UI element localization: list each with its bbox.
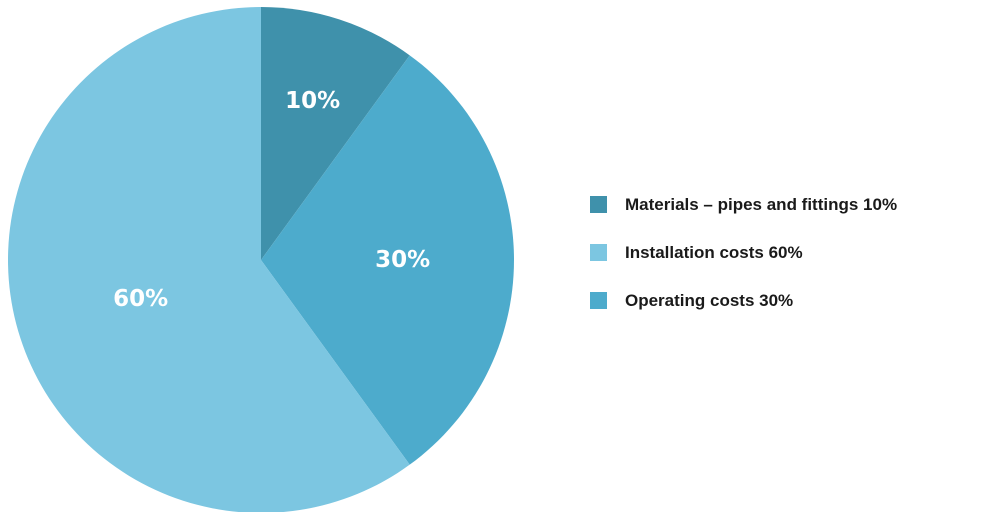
slice-value-label: 30% <box>375 247 430 273</box>
pie-slice <box>7 7 410 512</box>
legend-item: Installation costs 60% <box>590 241 897 264</box>
pie-slice <box>261 7 410 260</box>
legend-item: Materials – pipes and fittings 10% <box>590 193 897 216</box>
legend-label: Installation costs 60% <box>625 242 803 262</box>
legend-swatch <box>590 292 607 309</box>
pie-slice <box>261 55 514 465</box>
legend-label: Operating costs 30% <box>625 290 794 310</box>
legend-item: Operating costs 30% <box>590 289 897 312</box>
pie-chart: 10% 30% 60% <box>7 7 514 512</box>
legend-swatch <box>590 196 607 213</box>
legend-label: Materials – pipes and fittings 10% <box>625 194 898 214</box>
slice-value-label: 60% <box>113 286 168 312</box>
legend: Materials – pipes and fittings 10% Instal… <box>590 193 897 337</box>
legend-swatch <box>590 244 607 261</box>
slice-value-label: 10% <box>285 88 340 114</box>
